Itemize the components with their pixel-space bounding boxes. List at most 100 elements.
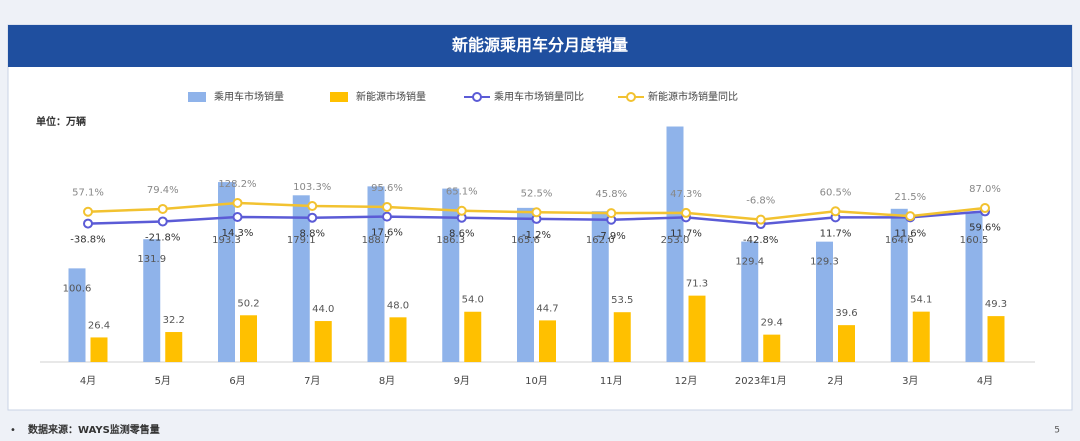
point (755, 214, 766, 225)
data-label: 50.2 (237, 298, 259, 309)
data-label: 32.2 (163, 315, 185, 326)
x-tick-label: 5月 (155, 375, 171, 387)
data-label: -6.8% (746, 196, 775, 207)
data-label: 39.6 (835, 308, 857, 319)
x-tick-label: 9月 (454, 375, 470, 387)
point (157, 216, 168, 227)
x-tick-label: 12月 (675, 375, 698, 387)
x-tick-label: 2023年1月 (735, 374, 787, 387)
data-label: 193.3 (212, 235, 241, 246)
data-label: 160.5 (960, 235, 989, 246)
point (456, 205, 467, 216)
unit-label: 单位：万辆 (36, 115, 86, 128)
bar (218, 182, 235, 362)
bar (838, 325, 855, 362)
bar (987, 316, 1005, 362)
data-label: 164.6 (885, 235, 914, 246)
data-label: 186.3 (436, 235, 465, 246)
bar (240, 315, 257, 362)
point (157, 203, 168, 214)
data-label: 11.7% (670, 228, 702, 239)
legend-swatch (472, 92, 482, 102)
point (382, 211, 392, 222)
data-label: -38.8% (70, 235, 105, 246)
bar (314, 321, 332, 362)
data-label: 11.7% (820, 228, 852, 239)
legend-label: 新能源市场销量同比 (648, 90, 738, 103)
x-tick-label: 2月 (827, 375, 843, 387)
data-label: 188.7 (362, 235, 391, 246)
point (531, 207, 542, 218)
bar (517, 207, 534, 362)
point (232, 212, 243, 223)
legend-swatch (188, 92, 206, 102)
data-label: 59.6% (969, 222, 1001, 233)
bar (688, 295, 706, 362)
bullet: • (10, 425, 16, 436)
data-label: 79.4% (147, 185, 179, 196)
data-label: 129.3 (810, 257, 839, 268)
bar (367, 186, 385, 362)
data-label: -1.2% (522, 230, 551, 241)
bar (965, 212, 983, 362)
point (307, 212, 318, 223)
bar (68, 268, 86, 362)
bar (90, 337, 108, 362)
data-label: 131.9 (137, 254, 166, 265)
bar (442, 188, 460, 362)
bar (292, 195, 310, 362)
data-label: 48.0 (387, 300, 409, 311)
data-label: 71.3 (686, 279, 708, 290)
data-label: 60.5% (820, 187, 852, 198)
x-tick-label: 7月 (304, 375, 320, 387)
data-label: -7.9% (597, 231, 626, 242)
data-label: 14.3% (222, 228, 254, 239)
point (307, 201, 318, 212)
point (905, 211, 916, 222)
point (83, 218, 93, 229)
point (83, 206, 93, 217)
bar (912, 311, 930, 362)
data-label: 165.6 (511, 235, 540, 246)
x-tick-label: 6月 (229, 375, 245, 387)
legend-label: 新能源市场销量 (356, 90, 426, 103)
data-label: 54.1 (910, 295, 932, 306)
bar (143, 239, 161, 362)
data-label: 95.6% (371, 183, 403, 194)
data-label: -21.8% (145, 232, 180, 243)
x-tick-label: 4月 (977, 375, 993, 387)
data-label: 179.1 (287, 235, 316, 246)
data-label: 29.4 (761, 318, 783, 329)
point (606, 208, 617, 219)
page-number: 5 (1054, 426, 1060, 436)
data-label: 49.3 (985, 299, 1007, 310)
title-bar (8, 25, 1072, 67)
data-label: 8.6% (449, 229, 474, 240)
data-label: 253.0 (661, 235, 690, 246)
point (382, 201, 392, 212)
bar (591, 211, 609, 362)
data-label: 44.7 (536, 303, 558, 314)
data-label: 100.6 (63, 283, 92, 294)
point (232, 197, 243, 208)
x-tick-label: 10月 (525, 375, 548, 387)
point (681, 207, 691, 218)
chart-title: 新能源乘用车分月度销量 (452, 36, 628, 55)
bar (165, 332, 183, 362)
point (980, 203, 990, 214)
data-label: 129.4 (735, 257, 764, 268)
data-label: 44.0 (312, 304, 334, 315)
bar (741, 241, 759, 362)
data-label: 57.1% (72, 188, 104, 199)
x-tick-label: 8月 (379, 375, 395, 387)
data-label: 54.0 (462, 295, 484, 306)
legend-label: 乘用车市场销量同比 (494, 90, 584, 103)
legend-label: 乘用车市场销量 (214, 90, 284, 103)
bar (389, 317, 407, 362)
x-tick-label: 11月 (600, 375, 623, 387)
legend-swatch (626, 92, 636, 102)
bar (464, 311, 482, 362)
bar (890, 208, 908, 362)
